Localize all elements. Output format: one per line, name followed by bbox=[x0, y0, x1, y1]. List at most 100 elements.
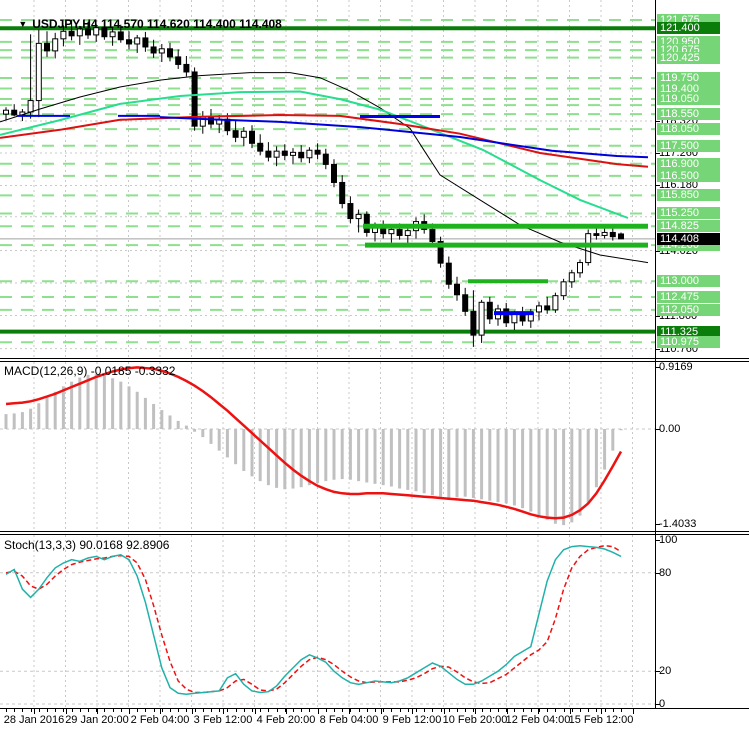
time-tick bbox=[55, 709, 57, 712]
time-tick bbox=[539, 709, 540, 712]
stoch-label: Stoch(13,3,3) 90.0168 92.8906 bbox=[4, 538, 170, 552]
time-tick bbox=[448, 709, 450, 712]
time-tick bbox=[38, 709, 40, 712]
time-tick bbox=[596, 709, 598, 712]
time-label: 12 Feb 04:00 bbox=[505, 714, 571, 726]
time-tick bbox=[276, 709, 278, 712]
time-tick bbox=[194, 709, 196, 712]
time-tick bbox=[604, 709, 606, 712]
main-chart-canvas[interactable] bbox=[0, 0, 749, 358]
time-tick bbox=[145, 709, 147, 712]
time-grid-tick bbox=[601, 709, 602, 714]
time-label: 2 Feb 04:00 bbox=[130, 714, 190, 726]
ma-red bbox=[0, 113, 649, 168]
time-tick bbox=[227, 709, 229, 712]
time-tick bbox=[612, 709, 614, 712]
time-tick bbox=[202, 709, 204, 712]
time-tick bbox=[588, 709, 590, 712]
panel-separator[interactable] bbox=[0, 531, 749, 532]
time-tick bbox=[555, 709, 557, 712]
time-tick bbox=[366, 709, 368, 712]
time-axis[interactable]: 28 Jan 2016 29 Jan 20:00 2 Feb 04:00 3 Feb … bbox=[0, 708, 749, 731]
time-tick bbox=[268, 709, 270, 712]
time-tick bbox=[621, 709, 622, 712]
time-grid-tick bbox=[538, 709, 539, 714]
time-grid-tick bbox=[97, 709, 98, 714]
time-tick bbox=[284, 709, 286, 712]
time-tick bbox=[432, 709, 434, 712]
time-tick bbox=[186, 709, 188, 712]
time-grid-tick bbox=[569, 709, 571, 714]
time-grid-tick bbox=[254, 709, 256, 714]
time-label: 28 Jan 2016 bbox=[3, 714, 65, 726]
time-tick bbox=[137, 709, 139, 712]
dropdown-triangle-icon[interactable]: ▼ bbox=[18, 19, 28, 29]
time-tick bbox=[399, 709, 401, 712]
time-tick bbox=[416, 709, 417, 712]
panel-separator[interactable] bbox=[0, 361, 749, 362]
time-tick bbox=[358, 709, 360, 712]
time-grid-tick bbox=[632, 709, 634, 714]
time-tick bbox=[129, 709, 130, 712]
time-tick bbox=[375, 709, 376, 712]
time-tick bbox=[96, 709, 98, 712]
time-tick bbox=[252, 709, 253, 712]
time-grid-tick bbox=[349, 709, 350, 714]
time-grid-tick bbox=[475, 709, 476, 714]
time-tick bbox=[481, 709, 483, 712]
price-axis-border bbox=[655, 0, 656, 708]
time-grid-tick bbox=[506, 709, 508, 714]
time-label: 8 Feb 04:00 bbox=[319, 714, 379, 726]
time-tick bbox=[309, 709, 311, 712]
time-tick bbox=[530, 709, 532, 712]
time-tick bbox=[170, 709, 171, 712]
time-tick bbox=[104, 709, 106, 712]
time-grid-tick bbox=[128, 709, 130, 714]
panel-separator[interactable] bbox=[0, 534, 749, 535]
time-tick bbox=[112, 709, 114, 712]
time-tick bbox=[407, 709, 409, 712]
time-tick bbox=[30, 709, 32, 712]
time-tick bbox=[71, 709, 73, 712]
time-grid-tick bbox=[443, 709, 445, 714]
time-label: 10 Feb 20:00 bbox=[442, 714, 508, 726]
panel-separator[interactable] bbox=[0, 358, 749, 359]
time-tick bbox=[391, 709, 393, 712]
time-tick bbox=[178, 709, 180, 712]
time-tick bbox=[293, 709, 294, 712]
time-tick bbox=[301, 709, 303, 712]
time-tick bbox=[350, 709, 352, 712]
chart-title: ▼ USDJPY,H4 114.570 114.620 114.400 114.4… bbox=[5, 3, 282, 45]
time-tick bbox=[47, 709, 48, 712]
time-tick bbox=[161, 709, 163, 712]
macd-indicator-canvas[interactable] bbox=[0, 362, 749, 531]
time-tick bbox=[465, 709, 467, 712]
time-grid-tick bbox=[191, 709, 193, 714]
time-tick bbox=[325, 709, 327, 712]
time-tick bbox=[489, 709, 491, 712]
time-tick bbox=[522, 709, 524, 712]
time-tick bbox=[88, 709, 89, 712]
time-tick bbox=[514, 709, 516, 712]
time-tick bbox=[22, 709, 24, 712]
time-tick bbox=[211, 709, 212, 712]
time-label: 9 Feb 12:00 bbox=[382, 714, 442, 726]
time-tick bbox=[383, 709, 385, 712]
time-tick bbox=[580, 709, 581, 712]
time-label: 4 Feb 20:00 bbox=[256, 714, 316, 726]
time-grid-tick bbox=[286, 709, 287, 714]
time-label: 29 Jan 20:00 bbox=[65, 714, 129, 726]
time-label: 15 Feb 12:00 bbox=[568, 714, 634, 726]
time-tick bbox=[547, 709, 549, 712]
time-tick bbox=[498, 709, 499, 712]
time-tick bbox=[424, 709, 426, 712]
time-tick bbox=[473, 709, 475, 712]
time-grid-tick bbox=[223, 709, 224, 714]
time-tick bbox=[440, 709, 442, 712]
time-grid-tick bbox=[380, 709, 382, 714]
time-tick bbox=[457, 709, 458, 712]
time-tick bbox=[14, 709, 16, 712]
time-tick bbox=[120, 709, 122, 712]
time-tick bbox=[6, 709, 7, 712]
stochastic-indicator-canvas[interactable] bbox=[0, 535, 749, 708]
